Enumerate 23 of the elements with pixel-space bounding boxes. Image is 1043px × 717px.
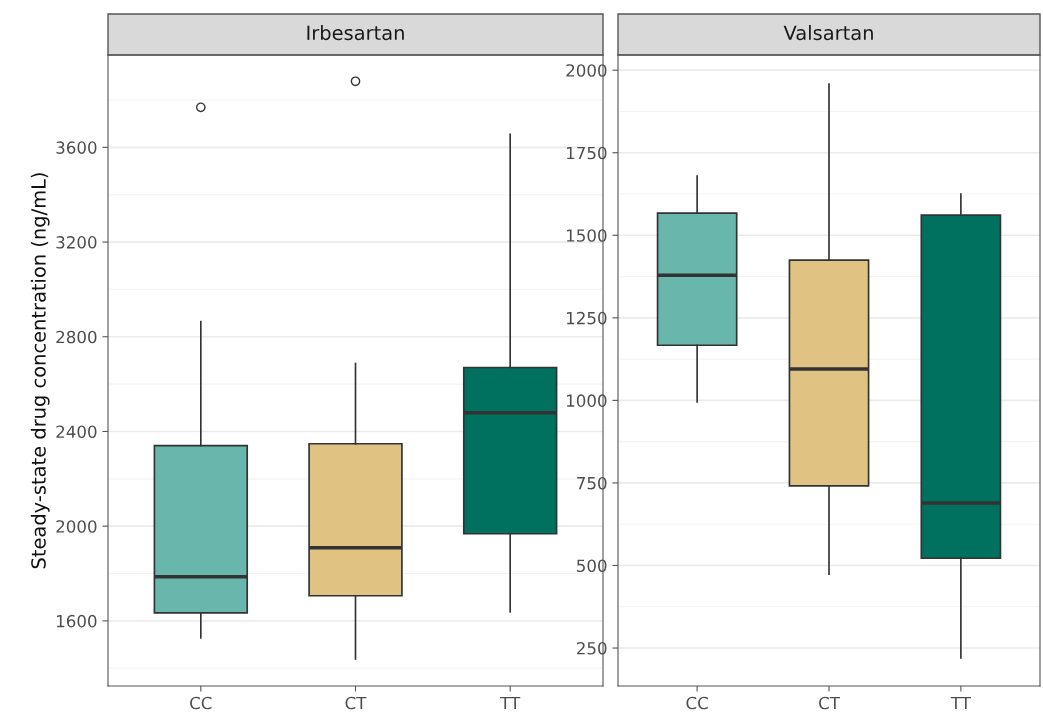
chart-title: Valsartan [783, 25, 873, 41]
y-tick-label: 1750 [567, 146, 607, 160]
x-tick-label: TT [500, 696, 521, 710]
y-tick-label: 2000 [56, 520, 97, 533]
y-tick-label: 3600 [56, 141, 97, 154]
y-tick-label: 1250 [567, 311, 607, 325]
x-tick-label: CT [345, 696, 367, 710]
y-tick-label: 250 [576, 641, 607, 655]
y-axis-title: Steady-state drug concentration (ng/mL) [30, 173, 50, 569]
y-tick-label: 750 [577, 476, 607, 490]
x-tick-label: CC [686, 696, 708, 710]
y-tick-label: 2000 [566, 64, 607, 77]
y-tick-label: 1000 [567, 394, 607, 407]
y-tick-label: 500 [577, 559, 607, 573]
y-tick-label: 1600 [57, 614, 97, 628]
y-tick-label: 2400 [56, 425, 97, 439]
y-tick-label: 2800 [56, 330, 97, 344]
chart-title: Irbesartan [307, 25, 404, 41]
y-tick-label: 1500 [567, 229, 607, 242]
x-tick-label: TT [950, 696, 971, 710]
x-tick-label: CT [819, 696, 840, 710]
x-tick-label: CC [190, 696, 212, 710]
y-tick-label: 3200 [56, 236, 97, 249]
